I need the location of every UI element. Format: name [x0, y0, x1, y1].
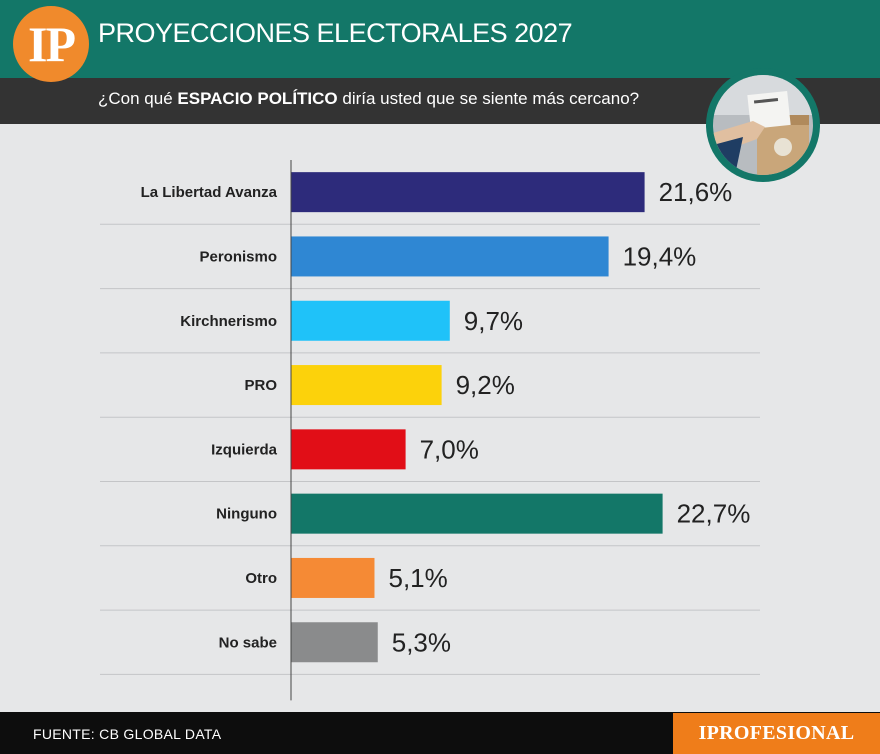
ip-logo: IP — [13, 6, 89, 82]
value-label: 19,4% — [623, 241, 697, 271]
value-label: 9,7% — [464, 306, 523, 336]
ballot-box-icon — [713, 75, 813, 175]
category-label: Izquierda — [211, 441, 278, 458]
brand-logo: IPROFESIONAL — [673, 713, 880, 754]
value-label: 9,2% — [456, 370, 515, 400]
bar — [291, 236, 609, 277]
bar — [291, 557, 375, 598]
chart-svg: La Libertad Avanza 21,6% Peronismo 19,4% Kir… — [100, 160, 760, 701]
bar — [291, 300, 450, 341]
value-label: 22,7% — [677, 499, 751, 529]
source-note: FUENTE: CB GLOBAL DATA — [33, 726, 222, 742]
category-label: Ninguno — [216, 506, 277, 523]
page-title: PROYECCIONES ELECTORALES 2027 — [98, 18, 573, 48]
bar — [291, 365, 442, 406]
survey-question: ¿Con qué ESPACIO POLÍTICO diría usted qu… — [98, 89, 639, 109]
category-label: La Libertad Avanza — [141, 184, 278, 201]
header-band — [0, 0, 880, 78]
category-label: Kirchnerismo — [180, 313, 277, 330]
question-suffix: diría usted que se siente más cercano? — [337, 89, 640, 108]
category-label: No sabe — [219, 634, 277, 651]
question-prefix: ¿Con qué — [98, 89, 178, 108]
value-label: 7,0% — [420, 434, 479, 464]
category-label: Peronismo — [199, 248, 277, 265]
value-label: 21,6% — [659, 177, 733, 207]
bar — [291, 493, 663, 534]
bar — [291, 172, 645, 213]
bar-chart: La Libertad Avanza 21,6% Peronismo 19,4% Kir… — [0, 124, 880, 712]
logo-text: IP — [28, 16, 76, 72]
bar — [291, 622, 378, 663]
category-label: PRO — [244, 377, 277, 394]
ballot-box-photo — [706, 68, 820, 182]
category-label: Otro — [245, 570, 277, 587]
question-bold: ESPACIO POLÍTICO — [177, 89, 338, 108]
value-label: 5,3% — [392, 627, 451, 657]
bar — [291, 429, 406, 470]
value-label: 5,1% — [388, 563, 447, 593]
